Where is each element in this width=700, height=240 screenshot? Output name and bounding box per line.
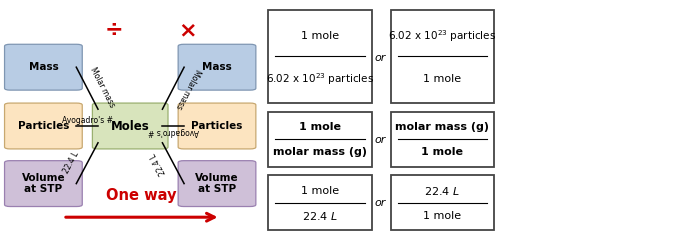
- FancyBboxPatch shape: [268, 10, 372, 103]
- Text: Particles: Particles: [191, 121, 243, 131]
- Text: or: or: [374, 198, 386, 208]
- Text: 22.4 L: 22.4 L: [62, 150, 81, 175]
- Text: 22.4 $L$: 22.4 $L$: [424, 185, 461, 197]
- FancyBboxPatch shape: [268, 175, 372, 230]
- Text: molar mass (g): molar mass (g): [395, 122, 489, 132]
- Text: Volume
at STP: Volume at STP: [195, 173, 239, 194]
- FancyBboxPatch shape: [391, 10, 494, 103]
- Text: molar mass (g): molar mass (g): [273, 147, 367, 157]
- Text: or: or: [374, 135, 386, 145]
- Text: 22.4 L: 22.4 L: [148, 151, 167, 176]
- FancyBboxPatch shape: [4, 161, 83, 206]
- FancyBboxPatch shape: [268, 112, 372, 167]
- Text: 6.02 x 10$^{23}$ particles: 6.02 x 10$^{23}$ particles: [389, 28, 496, 44]
- Text: Volume
at STP: Volume at STP: [22, 173, 65, 194]
- FancyBboxPatch shape: [4, 103, 83, 149]
- Text: Avogadro's #: Avogadro's #: [148, 127, 199, 136]
- Text: 6.02 x 10$^{23}$ particles: 6.02 x 10$^{23}$ particles: [266, 71, 374, 87]
- Text: Particles: Particles: [18, 121, 69, 131]
- Text: ÷: ÷: [105, 20, 123, 40]
- Text: 1 mole: 1 mole: [299, 122, 341, 132]
- FancyBboxPatch shape: [178, 103, 256, 149]
- FancyBboxPatch shape: [4, 44, 83, 90]
- Text: Mass: Mass: [202, 62, 232, 72]
- Text: 1 mole: 1 mole: [301, 31, 339, 41]
- Text: Avogadro's #: Avogadro's #: [62, 116, 113, 125]
- FancyBboxPatch shape: [391, 175, 494, 230]
- FancyBboxPatch shape: [391, 112, 494, 167]
- Text: Molar mass: Molar mass: [174, 67, 203, 110]
- Text: 1 mole: 1 mole: [424, 211, 461, 221]
- Text: One way: One way: [106, 188, 177, 203]
- Text: or: or: [374, 53, 386, 63]
- Text: 1 mole: 1 mole: [424, 74, 461, 84]
- FancyBboxPatch shape: [92, 103, 168, 149]
- Text: 22.4 $L$: 22.4 $L$: [302, 210, 338, 222]
- Text: 1 mole: 1 mole: [301, 186, 339, 196]
- FancyBboxPatch shape: [178, 44, 256, 90]
- FancyBboxPatch shape: [178, 161, 256, 206]
- Text: Mass: Mass: [29, 62, 58, 72]
- Text: 1 mole: 1 mole: [421, 147, 463, 157]
- Text: Moles: Moles: [111, 120, 150, 132]
- Text: ×: ×: [178, 20, 197, 40]
- Text: Molar mass: Molar mass: [88, 66, 117, 109]
